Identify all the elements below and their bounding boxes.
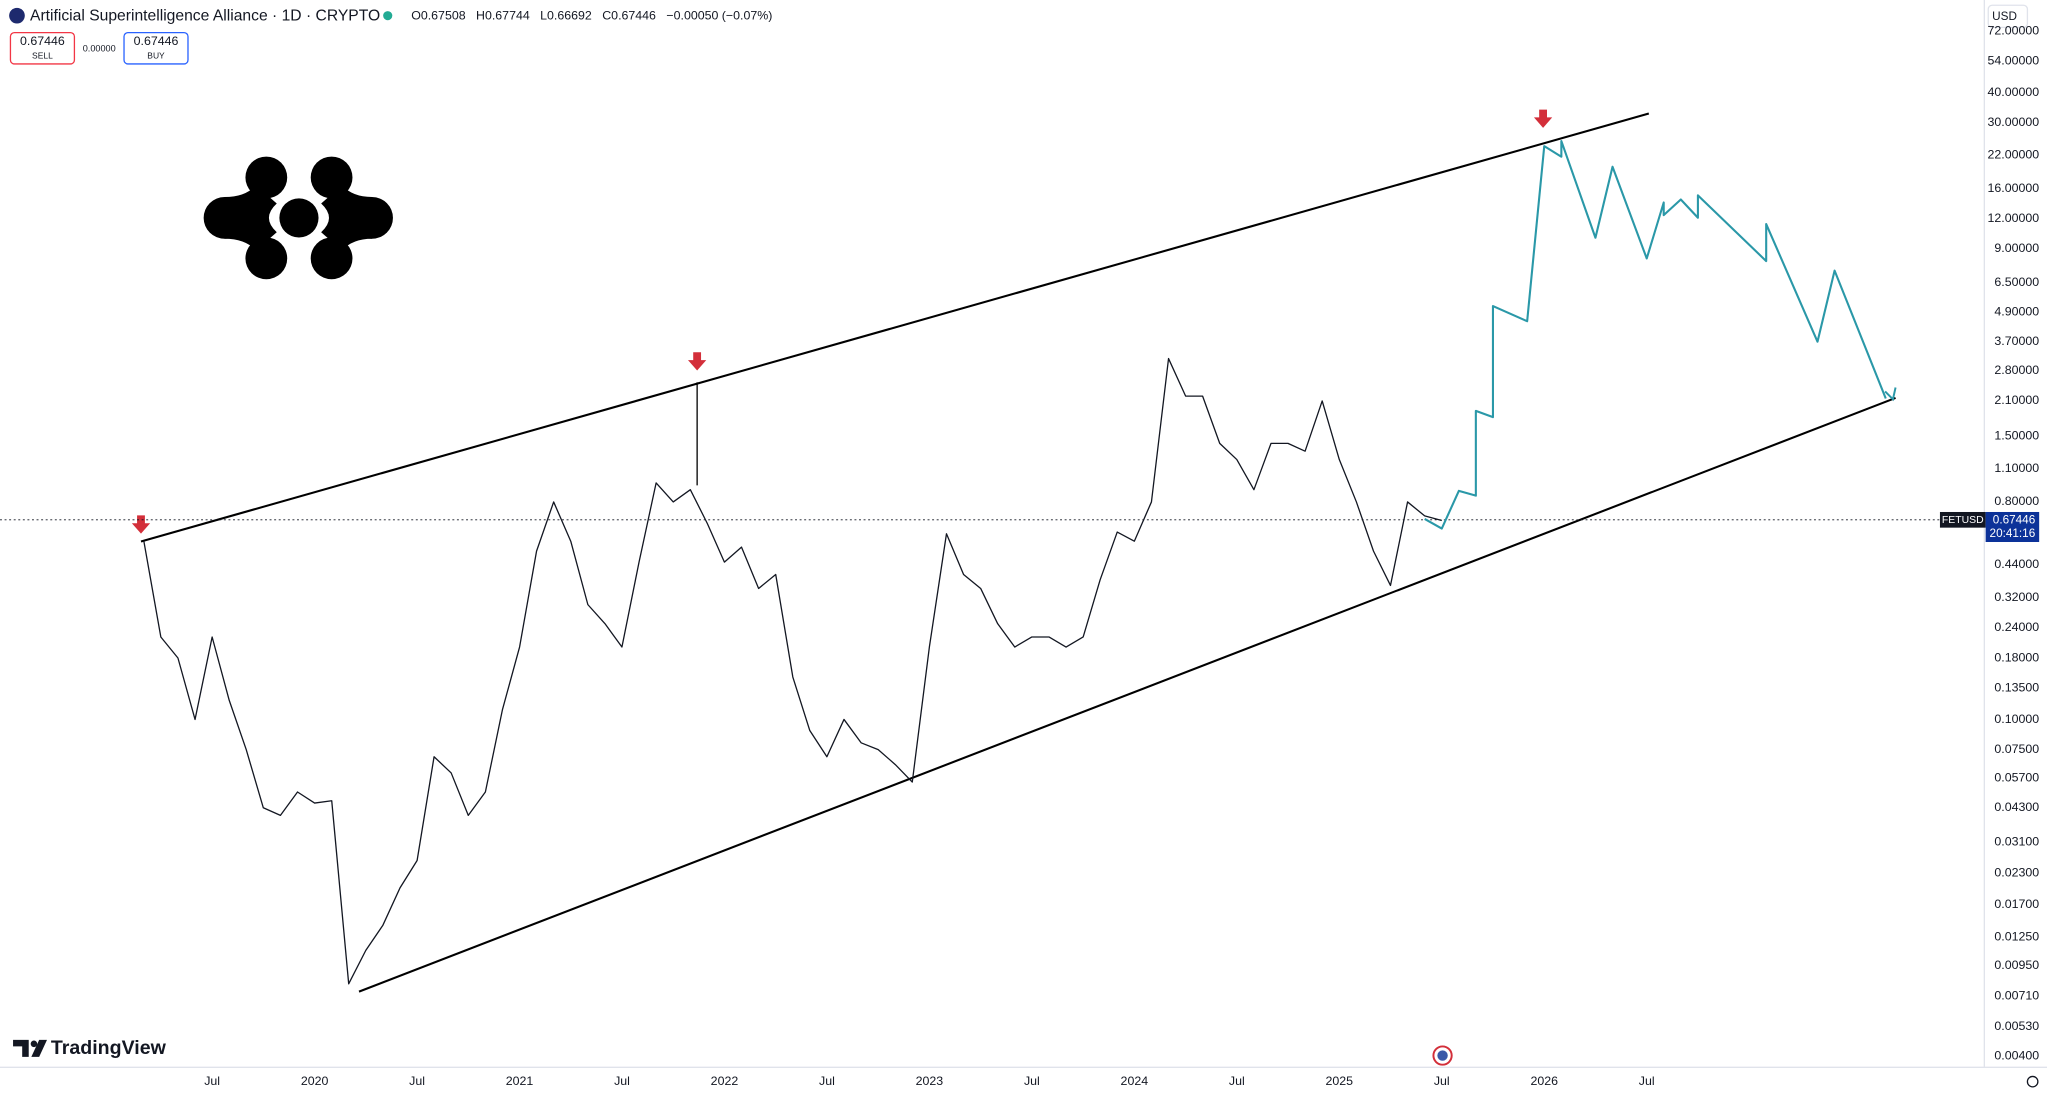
x-tick-label: 2023 [916,1074,944,1088]
x-tick-label: 2020 [301,1074,329,1088]
projection-arrowhead [1884,387,1897,402]
y-tick-label: 0.05700 [1994,771,2039,785]
price-line [143,357,1442,985]
tradingview-logo: TradingView [13,1037,167,1059]
x-tick-label: Jul [614,1074,630,1088]
x-tick-label: Jul [1024,1074,1040,1088]
currency-button[interactable] [1987,4,2029,29]
asi-logo [203,156,393,280]
buy-label: BUY [147,50,165,60]
y-tick-label: 0.32000 [1994,590,2039,604]
brand-name: TradingView [51,1037,167,1059]
countdown: 20:41:16 [1990,527,2036,540]
x-tick-label: Jul [1639,1074,1655,1088]
x-tick-label: Jul [1229,1074,1245,1088]
symbol-title: Artificial Superintelligence Alliance · … [30,7,380,24]
y-tick-label: 0.01700 [1994,897,2039,911]
last-price: 0.67446 [1993,514,2036,527]
y-tick-label: 1.10000 [1994,461,2039,475]
y-tick-label: 0.18000 [1994,650,2039,664]
symbol-tag-bg [1939,511,1986,528]
y-tick-label: 2.80000 [1994,363,2039,377]
x-tick-label: 2024 [1121,1074,1149,1088]
x-tick-label: Jul [204,1074,220,1088]
ohlc-value: O0.67508 [411,9,465,23]
y-tick-label: 0.00400 [1994,1049,2039,1063]
y-tick-label: 9.00000 [1994,241,2039,255]
x-tick-label: 2021 [506,1074,534,1088]
x-tick-label: 2025 [1326,1074,1354,1088]
x-tick-label: Jul [1434,1074,1450,1088]
spread: 0.00000 [83,43,116,53]
y-tick-label: 0.07500 [1994,742,2039,756]
y-tick-label: 0.03100 [1994,834,2039,848]
ohlc-value: L0.66692 [540,9,592,23]
event-flag [1437,1050,1448,1061]
y-tick-label: 0.13500 [1994,680,2039,694]
x-tick-label: Jul [819,1074,835,1088]
x-tick-label: 2026 [1530,1074,1558,1088]
y-tick-label: 72.00000 [1988,23,2040,37]
market-status [383,11,393,21]
y-tick-label: 2.10000 [1994,393,2039,407]
y-tick-label: 30.00000 [1988,115,2040,129]
x-tick-label: Jul [409,1074,425,1088]
y-tick-label: 6.50000 [1994,275,2039,289]
buy-button[interactable] [123,31,189,65]
y-tick-label: 0.01250 [1994,929,2039,943]
down-arrows [131,109,1553,534]
x-tick-label: 2022 [711,1074,739,1088]
y-tick-label: 0.10000 [1994,712,2039,726]
symbol-tag: FETUSD [1942,515,1984,526]
y-tick-label: 22.00000 [1988,147,2040,161]
upper-trendline [140,112,1650,543]
price-tag: FETUSD 0.67446 20:41:16 [1939,511,2040,542]
ohlc-value: C0.67446 [602,9,656,23]
buy-price: 0.67446 [134,34,179,48]
y-tick-label: 0.04300 [1994,800,2039,814]
y-tick-label: 0.00710 [1994,989,2039,1003]
y-tick-label: 12.00000 [1988,211,2040,225]
currency: USD [1992,10,2017,23]
y-tick-label: 0.80000 [1994,494,2039,508]
symbol-icon [9,7,25,24]
price-line [1424,140,1887,530]
y-tick-label: 0.00950 [1994,958,2039,972]
settings-icon[interactable] [2026,1075,2039,1088]
ohlc-value: −0.00050 (−0.07%) [666,9,772,23]
y-tick-label: 0.24000 [1994,620,2039,634]
sell-button[interactable] [9,31,76,65]
y-tick-label: 0.02300 [1994,866,2039,880]
price-tag-bg [1985,511,2040,542]
y-tick-label: 54.00000 [1988,54,2040,68]
y-tick-label: 40.00000 [1988,85,2040,99]
y-tick-label: 16.00000 [1988,181,2040,195]
ohlc-value: H0.67744 [476,9,530,23]
y-tick-label: 3.70000 [1994,334,2039,348]
y-tick-label: 0.44000 [1994,557,2039,571]
sell-price: 0.67446 [20,34,65,48]
y-tick-label: 1.50000 [1994,428,2039,442]
sell-label: SELL [32,50,53,60]
y-tick-label: 4.90000 [1994,305,2039,319]
lower-trendline [358,396,1896,993]
y-tick-label: 0.00530 [1994,1019,2039,1033]
